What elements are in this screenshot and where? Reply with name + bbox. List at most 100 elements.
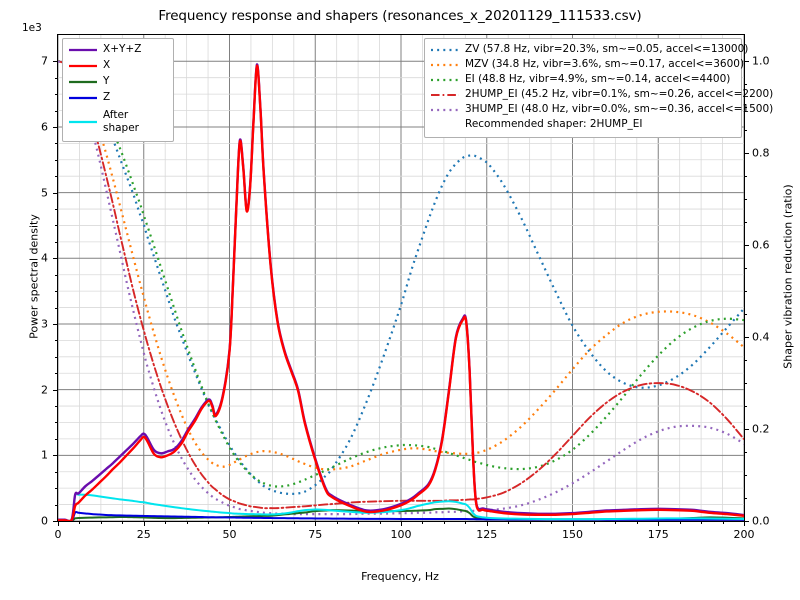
y-tick-left — [55, 159, 57, 161]
legend-swatch-icon — [68, 75, 98, 89]
legend-swatch-icon — [430, 58, 460, 72]
legend-item[interactable]: 3HUMP_EI (48.0 Hz, vibr=0.0%, sm~=0.36, … — [430, 103, 773, 118]
y-tick-label-left: 0 — [41, 514, 48, 528]
legend-swatch-icon — [68, 91, 98, 105]
recommended-shaper-note: Recommended shaper: 2HUMP_EI — [430, 118, 736, 133]
x-tick — [58, 522, 59, 526]
legend-item-label: 2HUMP_EI (45.2 Hz, vibr=0.1%, sm~=0.26, … — [465, 88, 774, 100]
y-axis-label-left: Power spectral density — [27, 214, 41, 339]
legend-item[interactable]: EI (48.8 Hz, vibr=4.9%, sm~=0.14, accel<… — [430, 73, 736, 88]
x-tick — [293, 522, 295, 524]
legend-item[interactable]: Z — [68, 91, 168, 107]
y-tick-left — [55, 340, 57, 342]
y-tick-left — [55, 422, 57, 424]
legend-item[interactable]: ZV (57.8 Hz, vibr=20.3%, sm~=0.05, accel… — [430, 43, 748, 58]
legend-shapers: ZV (57.8 Hz, vibr=20.3%, sm~=0.05, accel… — [424, 38, 773, 138]
y-tick-right — [745, 475, 747, 477]
x-tick — [122, 522, 124, 524]
x-tick — [486, 522, 488, 526]
legend-line-sample — [69, 64, 97, 68]
y-tick-label-left: 7 — [41, 54, 48, 68]
x-tick — [551, 522, 553, 524]
legend-swatch-icon — [430, 73, 460, 87]
psd-curves — [58, 63, 744, 521]
y-tick-right — [745, 360, 747, 362]
y-tick-right — [745, 61, 749, 63]
x-tick — [722, 522, 724, 524]
y-tick-right — [745, 383, 747, 385]
legend-item-label: X+Y+Z — [103, 43, 142, 55]
y-tick-left — [53, 258, 57, 260]
legend-item[interactable]: X+Y+Z — [68, 43, 168, 59]
x-tick-label: 125 — [476, 528, 498, 541]
x-tick — [529, 522, 531, 524]
x-axis-label: Frequency, Hz — [361, 570, 439, 583]
x-tick — [100, 522, 102, 524]
y-tick-left — [55, 94, 57, 96]
y-tick-right — [745, 222, 747, 224]
y-tick-left — [55, 77, 57, 79]
y-tick-left — [53, 192, 57, 194]
x-tick — [79, 522, 81, 524]
y-tick-left — [55, 241, 57, 243]
x-tick — [379, 522, 381, 524]
y-tick-right — [745, 245, 749, 247]
x-tick — [658, 522, 660, 526]
legend-line-sample — [69, 96, 97, 100]
x-tick-label: 150 — [562, 528, 583, 541]
x-tick — [679, 522, 681, 524]
legend-line-sample — [69, 120, 97, 124]
y-tick-label-right: 0.4 — [752, 330, 770, 344]
y-tick-label-left: 6 — [41, 120, 48, 134]
series-line — [58, 60, 744, 471]
y-tick-left — [55, 274, 57, 276]
legend-swatch-icon — [68, 43, 98, 57]
x-tick — [422, 522, 424, 524]
y-tick-right — [745, 406, 747, 408]
y-tick-label-right: 1.0 — [752, 54, 770, 68]
y-tick-left — [55, 373, 57, 375]
legend-item[interactable]: 2HUMP_EI (45.2 Hz, vibr=0.1%, sm~=0.26, … — [430, 88, 773, 103]
page-title: Frequency response and shapers (resonanc… — [158, 8, 642, 24]
y-tick-label-left: 2 — [41, 383, 48, 397]
y-tick-left — [55, 209, 57, 211]
x-tick-label: 50 — [222, 528, 237, 541]
legend-line-sample — [69, 48, 97, 52]
x-tick-label: 25 — [136, 528, 151, 541]
y-tick-label-left: 5 — [41, 186, 48, 200]
y-tick-label-left: 3 — [41, 317, 48, 331]
x-tick — [229, 522, 231, 526]
y-tick-left — [55, 406, 57, 408]
x-tick — [315, 522, 317, 526]
x-tick — [143, 522, 145, 526]
y-tick-right — [745, 107, 747, 109]
y-tick-left — [53, 521, 57, 522]
recommended-shaper-label: Recommended shaper: 2HUMP_EI — [465, 118, 643, 130]
legend-item-label: Z — [103, 91, 111, 103]
y-tick-right — [745, 176, 747, 178]
legend-swatch-icon — [430, 103, 460, 117]
legend-item[interactable]: MZV (34.8 Hz, vibr=3.6%, sm~=0.17, accel… — [430, 58, 744, 73]
legend-item[interactable]: X — [68, 59, 168, 75]
legend-item-label: MZV (34.8 Hz, vibr=3.6%, sm~=0.17, accel… — [465, 58, 745, 70]
x-tick — [272, 522, 274, 524]
x-tick — [593, 522, 595, 524]
y-tick-left — [53, 61, 57, 63]
legend-line-sample — [431, 108, 459, 112]
x-tick — [401, 522, 402, 526]
legend-axes: X+Y+Z X Y Z After shaper — [62, 38, 174, 142]
legend-item[interactable]: Y — [68, 75, 168, 91]
legend-item-label: Y — [103, 75, 110, 87]
legend-line-sample — [69, 80, 97, 84]
y-axis-multiplier: 1e3 — [22, 22, 42, 34]
x-tick — [336, 522, 338, 524]
y-tick-left — [55, 504, 57, 506]
series-line — [58, 492, 744, 521]
x-tick-label: 0 — [54, 528, 62, 541]
y-tick-right — [745, 314, 747, 316]
y-tick-label-right: 0.8 — [752, 146, 770, 160]
series-line — [58, 60, 744, 510]
legend-item[interactable]: After shaper — [68, 107, 168, 137]
y-tick-left — [55, 110, 57, 112]
